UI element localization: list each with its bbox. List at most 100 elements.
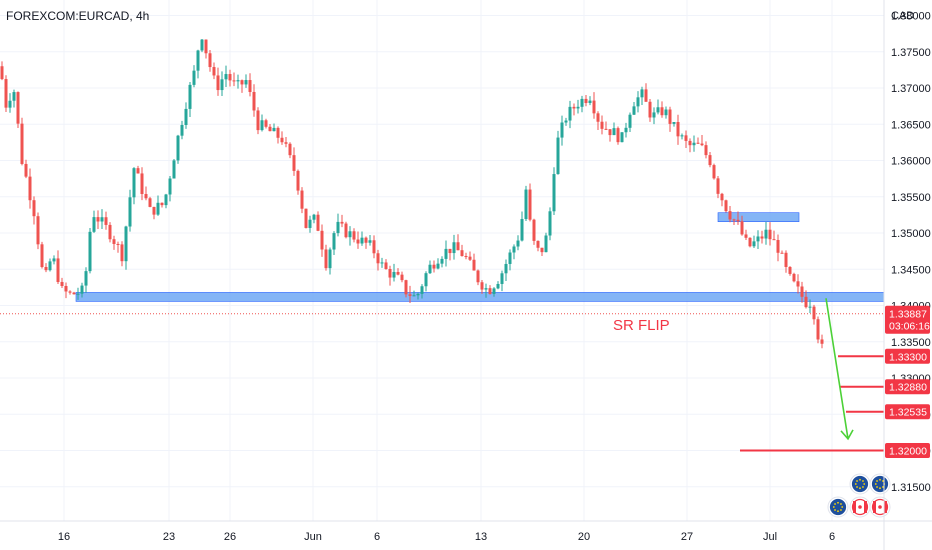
candle[interactable] <box>396 268 400 276</box>
candle[interactable] <box>328 247 332 275</box>
candle[interactable] <box>500 270 504 292</box>
candle[interactable] <box>344 221 348 239</box>
candle[interactable] <box>136 165 140 174</box>
candle[interactable] <box>320 224 324 257</box>
candle[interactable] <box>676 114 680 145</box>
candle[interactable] <box>400 271 404 283</box>
candle[interactable] <box>800 281 804 303</box>
candle[interactable] <box>220 71 224 96</box>
candle[interactable] <box>440 256 444 268</box>
candle[interactable] <box>404 279 408 298</box>
candle[interactable] <box>324 244 328 271</box>
candle[interactable] <box>224 65 228 88</box>
candle[interactable] <box>276 126 280 144</box>
candle[interactable] <box>520 211 524 242</box>
candle[interactable] <box>392 263 396 282</box>
candle[interactable] <box>572 103 576 116</box>
candle[interactable] <box>628 112 632 132</box>
candle[interactable] <box>268 124 272 132</box>
candle[interactable] <box>660 101 664 118</box>
candle[interactable] <box>244 74 248 88</box>
candle[interactable] <box>84 267 88 293</box>
candle[interactable] <box>36 212 40 250</box>
candle[interactable] <box>60 277 64 289</box>
candle[interactable] <box>56 250 60 285</box>
candle[interactable] <box>772 230 776 241</box>
candle[interactable] <box>548 207 552 241</box>
candle[interactable] <box>488 285 492 295</box>
candle[interactable] <box>644 83 648 102</box>
candle[interactable] <box>348 226 352 246</box>
candle[interactable] <box>64 282 68 299</box>
candle[interactable] <box>516 235 520 251</box>
candle[interactable] <box>524 185 528 221</box>
candle[interactable] <box>368 234 372 246</box>
candle[interactable] <box>188 81 192 118</box>
candle[interactable] <box>12 89 16 108</box>
candle[interactable] <box>240 79 244 93</box>
candle[interactable] <box>712 163 716 180</box>
candle[interactable] <box>492 287 496 297</box>
candle[interactable] <box>748 237 752 248</box>
candle[interactable] <box>468 251 472 262</box>
candle[interactable] <box>112 235 116 250</box>
candle[interactable] <box>236 74 240 89</box>
candle[interactable] <box>476 269 480 286</box>
candle[interactable] <box>596 111 600 130</box>
candle[interactable] <box>448 248 452 261</box>
candle[interactable] <box>300 187 304 214</box>
candle[interactable] <box>304 208 308 229</box>
candle[interactable] <box>716 175 720 199</box>
candle[interactable] <box>820 334 824 349</box>
eu-event-icon[interactable] <box>869 473 891 495</box>
candle[interactable] <box>464 252 468 260</box>
candle[interactable] <box>16 91 20 128</box>
candle[interactable] <box>196 49 200 79</box>
candle[interactable] <box>360 231 364 246</box>
candle[interactable] <box>792 272 796 283</box>
candle[interactable] <box>428 260 432 274</box>
candle[interactable] <box>176 134 180 164</box>
candle[interactable] <box>388 265 392 286</box>
candle[interactable] <box>732 218 736 226</box>
candle[interactable] <box>132 167 136 205</box>
candle[interactable] <box>436 258 440 270</box>
candle[interactable] <box>564 117 568 126</box>
candle[interactable] <box>616 126 620 145</box>
candle[interactable] <box>100 209 104 229</box>
candle[interactable] <box>584 95 588 107</box>
candle[interactable] <box>604 121 608 131</box>
candle[interactable] <box>252 84 256 117</box>
candle[interactable] <box>528 183 532 222</box>
candle[interactable] <box>128 189 132 232</box>
candle[interactable] <box>108 222 112 243</box>
candle[interactable] <box>180 120 184 140</box>
candle[interactable] <box>576 99 580 114</box>
candle[interactable] <box>740 215 744 236</box>
eu-event-icon[interactable] <box>827 496 849 518</box>
candle[interactable] <box>760 230 764 244</box>
candle[interactable] <box>580 95 584 113</box>
support-zone[interactable] <box>75 292 885 302</box>
candle[interactable] <box>696 137 700 144</box>
candle[interactable] <box>340 214 344 228</box>
candle[interactable] <box>168 175 172 202</box>
candle[interactable] <box>8 93 12 113</box>
candle[interactable] <box>688 138 692 153</box>
candle[interactable] <box>764 221 768 245</box>
candle[interactable] <box>80 282 84 298</box>
candle[interactable] <box>312 213 316 224</box>
candle[interactable] <box>664 106 668 119</box>
candle[interactable] <box>32 196 36 225</box>
candle[interactable] <box>284 137 288 148</box>
candle[interactable] <box>212 62 216 80</box>
candle[interactable] <box>248 73 252 97</box>
candle[interactable] <box>460 244 464 257</box>
candle[interactable] <box>92 210 96 233</box>
candle[interactable] <box>816 316 820 344</box>
candle[interactable] <box>208 49 212 72</box>
candle[interactable] <box>20 117 24 166</box>
candle[interactable] <box>96 210 100 229</box>
candle[interactable] <box>472 253 476 271</box>
